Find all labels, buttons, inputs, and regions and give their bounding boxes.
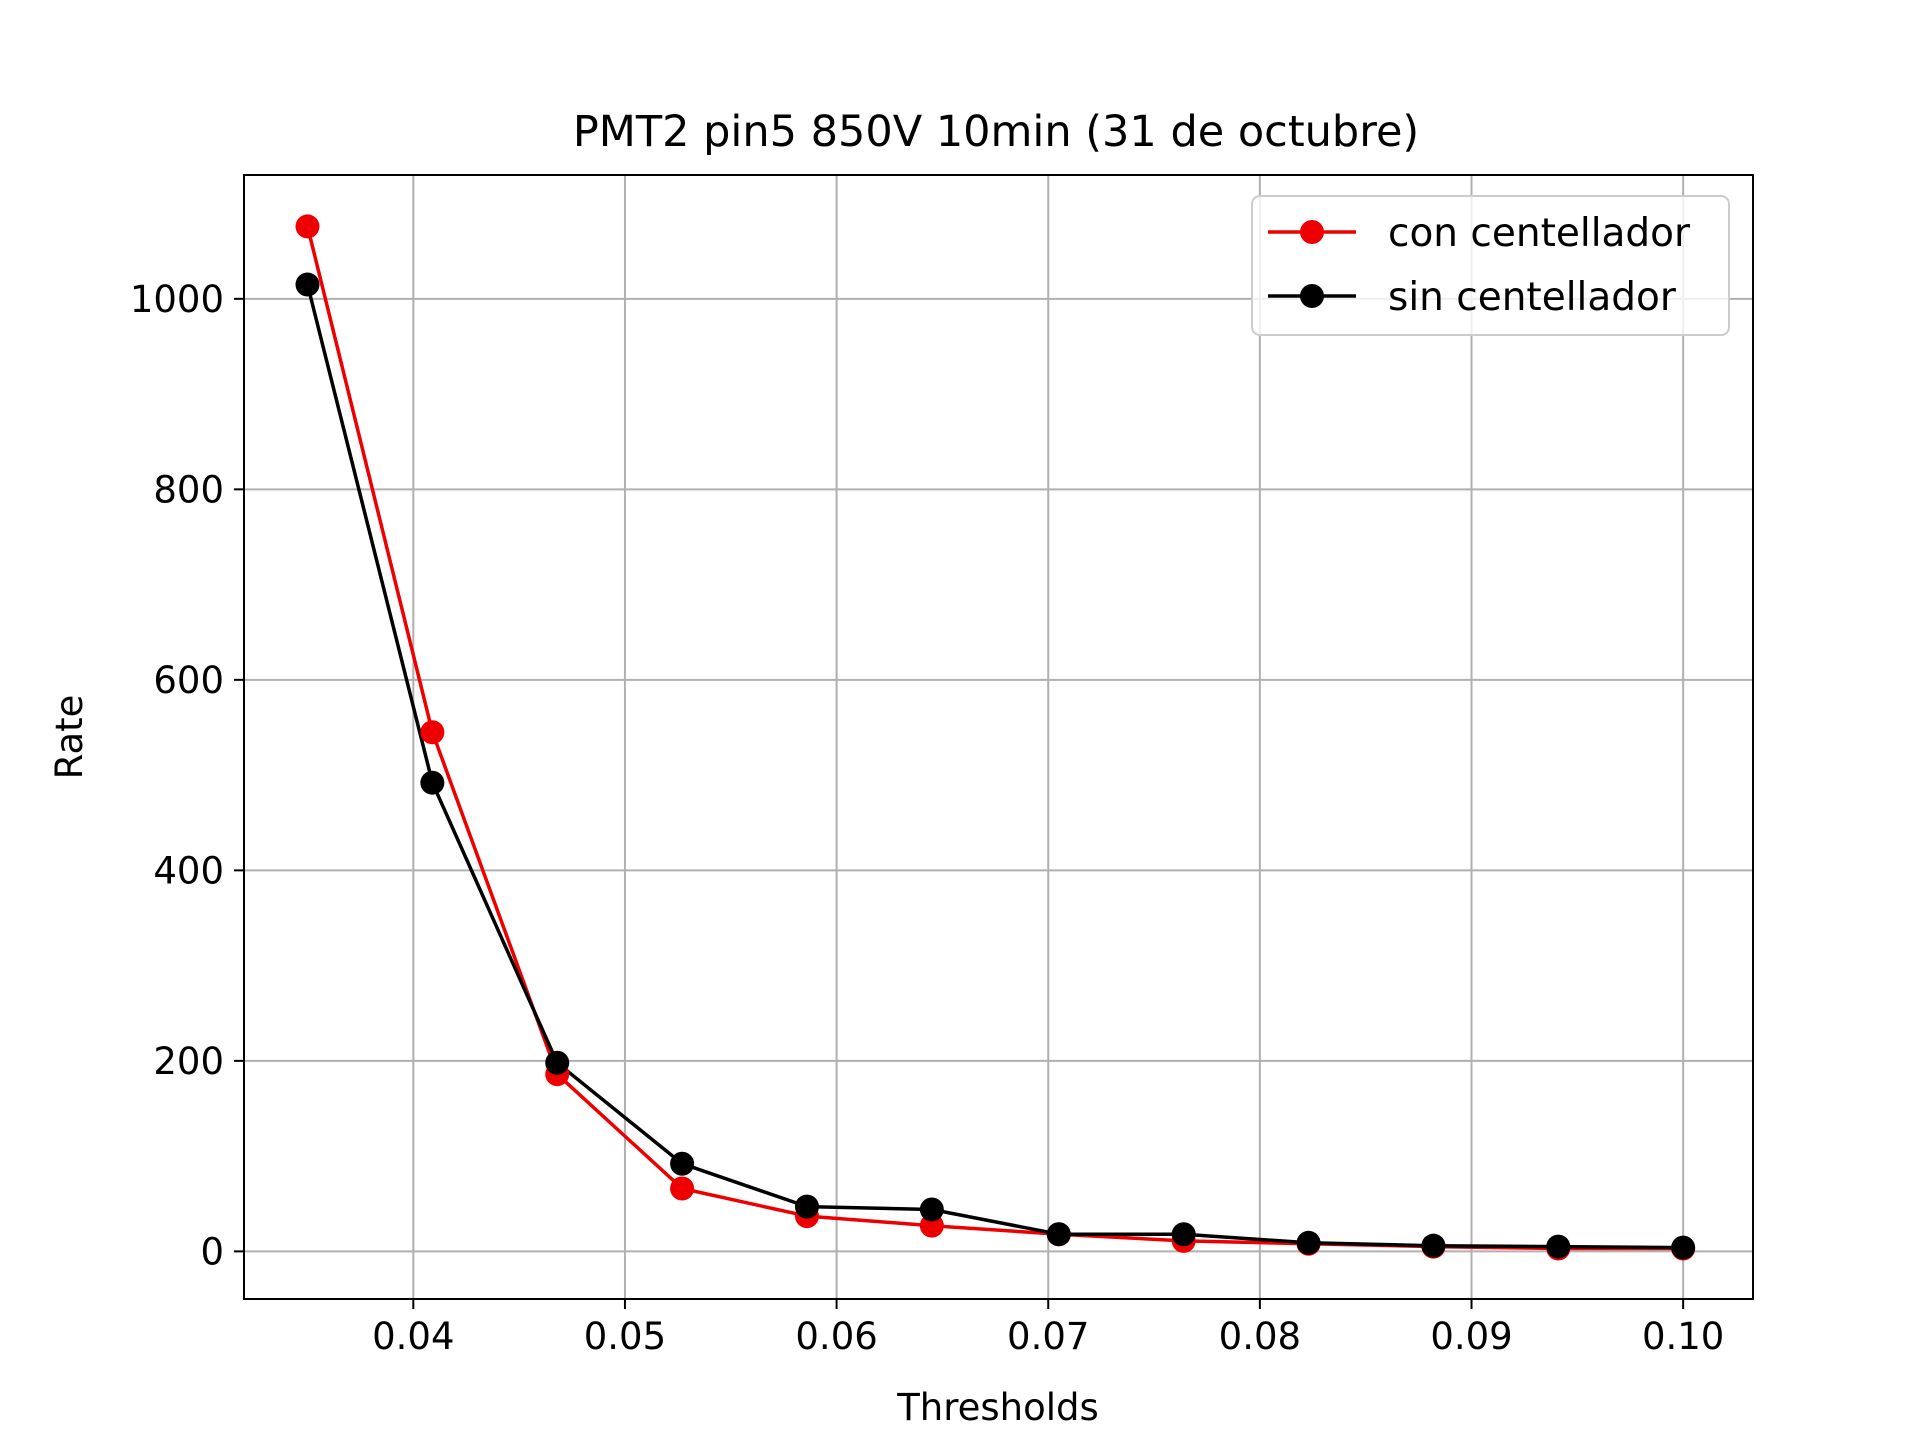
x-tick-label: 0.04: [372, 1315, 454, 1358]
data-point-sin-centellador: [670, 1151, 695, 1176]
legend: con centellador sin centellador: [1251, 195, 1730, 336]
data-point-con-centellador: [295, 214, 320, 239]
x-axis-label: Thresholds: [896, 1386, 1099, 1429]
data-point-sin-centellador: [1671, 1235, 1696, 1260]
chart-title: PMT2 pin5 850V 10min (31 de octubre): [573, 107, 1419, 157]
data-point-sin-centellador: [545, 1050, 570, 1075]
data-point-sin-centellador: [794, 1194, 819, 1219]
x-tick-label: 0.08: [1219, 1315, 1301, 1358]
data-point-sin-centellador: [919, 1197, 944, 1222]
data-point-con-centellador: [420, 720, 445, 745]
y-axis-label: Rate: [48, 695, 91, 780]
data-point-sin-centellador: [1046, 1222, 1071, 1247]
y-tick-label: 400: [153, 849, 224, 892]
x-tick-label: 0.07: [1007, 1315, 1089, 1358]
x-tick-label: 0.10: [1642, 1315, 1724, 1358]
data-point-sin-centellador: [420, 770, 445, 795]
legend-label-sin-centellador: sin centellador: [1388, 275, 1677, 320]
data-point-sin-centellador: [295, 272, 320, 297]
data-point-sin-centellador: [1421, 1233, 1446, 1258]
x-tick-label: 0.06: [795, 1315, 877, 1358]
y-tick-label: 1000: [130, 278, 224, 321]
legend-marker-sin-centellador: [1300, 284, 1324, 308]
plot-frame: [243, 174, 1754, 1300]
series-lines: [305, 225, 1684, 1251]
series-line-sin-centellador: [305, 284, 1684, 1250]
x-tick-label: 0.09: [1430, 1315, 1512, 1358]
x-tick-label: 0.05: [584, 1315, 666, 1358]
y-axis-ticks: 0 200 400 600 800 1000: [130, 278, 244, 1273]
legend-label-con-centellador: con centellador: [1388, 211, 1691, 256]
data-point-sin-centellador: [1546, 1234, 1571, 1259]
y-tick-label: 800: [153, 468, 224, 511]
y-tick-label: 200: [153, 1040, 224, 1083]
y-tick-label: 0: [200, 1230, 224, 1273]
x-axis-ticks: 0.04 0.05 0.06 0.07 0.08 0.09 0.10: [372, 1299, 1724, 1358]
y-tick-label: 600: [153, 659, 224, 702]
data-point-con-centellador: [670, 1176, 695, 1201]
data-point-sin-centellador: [1296, 1230, 1321, 1255]
series-points: [295, 214, 1696, 1261]
legend-box: [1251, 195, 1730, 336]
grid: [244, 175, 1753, 1299]
data-point-sin-centellador: [1171, 1222, 1196, 1247]
legend-marker-con-centellador: [1300, 220, 1324, 244]
